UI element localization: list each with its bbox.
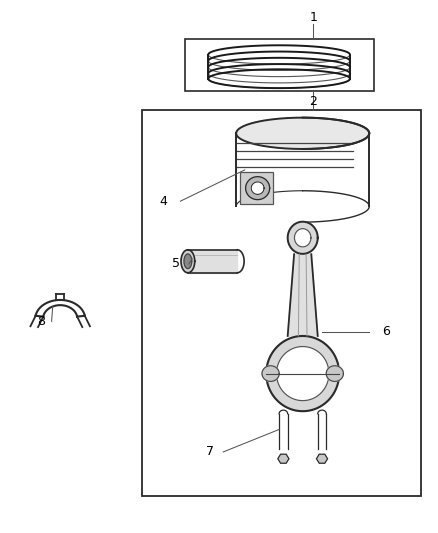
Polygon shape — [240, 173, 272, 204]
Polygon shape — [326, 366, 343, 382]
Polygon shape — [142, 110, 421, 496]
Text: 5: 5 — [172, 257, 180, 270]
Polygon shape — [288, 222, 318, 254]
Polygon shape — [276, 346, 329, 401]
Text: 7: 7 — [206, 446, 215, 458]
Polygon shape — [262, 366, 279, 382]
Polygon shape — [246, 176, 270, 200]
Polygon shape — [185, 39, 374, 91]
Polygon shape — [266, 336, 339, 411]
Polygon shape — [294, 229, 311, 247]
Text: 8: 8 — [37, 315, 45, 328]
Text: 4: 4 — [159, 195, 167, 208]
Polygon shape — [288, 254, 318, 336]
Polygon shape — [278, 454, 289, 463]
Polygon shape — [236, 118, 369, 149]
Text: 2: 2 — [310, 95, 318, 108]
Text: 1: 1 — [310, 11, 318, 23]
Polygon shape — [316, 454, 328, 463]
Polygon shape — [251, 182, 264, 195]
Text: 6: 6 — [382, 325, 390, 338]
Polygon shape — [184, 254, 192, 269]
Polygon shape — [181, 250, 195, 273]
Polygon shape — [188, 250, 237, 273]
